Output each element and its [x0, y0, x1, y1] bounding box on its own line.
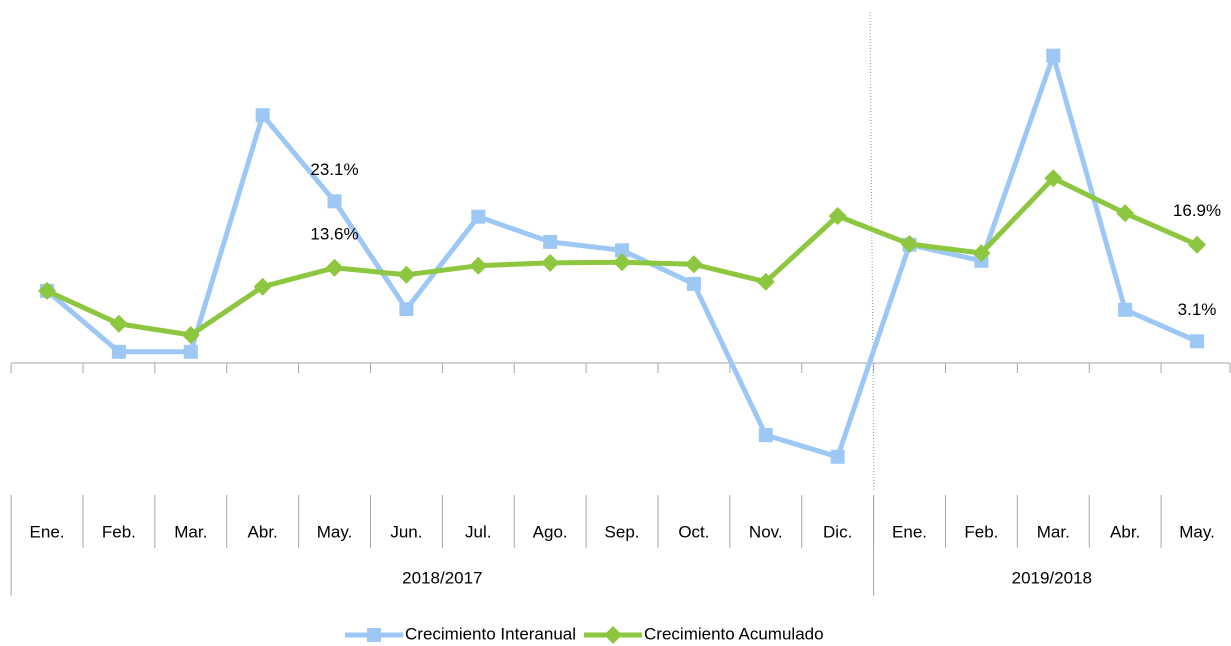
x-tick-label: Abr. — [1110, 522, 1140, 541]
x-tick-label: Oct. — [678, 522, 709, 541]
data-label: 13.6% — [310, 224, 358, 243]
x-tick-label: Jun. — [390, 522, 422, 541]
point — [758, 428, 773, 443]
x-tick-label: May. — [1179, 522, 1215, 541]
point — [111, 344, 126, 359]
point — [543, 234, 558, 249]
point — [615, 243, 630, 258]
point — [255, 108, 270, 123]
legend-label: Crecimiento Acumulado — [644, 624, 824, 643]
point — [109, 314, 128, 333]
point — [469, 256, 488, 275]
point — [613, 253, 632, 272]
point — [1046, 48, 1061, 63]
group-label: 2019/2018 — [1012, 568, 1092, 587]
point — [684, 255, 703, 274]
x-tick-label: Ene. — [892, 522, 927, 541]
point — [756, 272, 775, 291]
group-label: 2018/2017 — [402, 568, 482, 587]
x-tick-label: Sep. — [605, 522, 640, 541]
point — [972, 244, 991, 263]
point — [38, 281, 57, 300]
x-tick-label: Jul. — [465, 522, 491, 541]
x-tick-label: Ago. — [533, 522, 568, 541]
point — [604, 626, 623, 644]
x-tick-label: Dic. — [823, 522, 852, 541]
point — [327, 194, 342, 209]
point — [397, 265, 416, 284]
point — [1116, 204, 1135, 223]
data-label: 3.1% — [1178, 300, 1217, 319]
x-tick-label: May. — [317, 522, 353, 541]
x-tick-label: Feb. — [102, 522, 136, 541]
x-tick-label: Abr. — [248, 522, 278, 541]
point — [1188, 235, 1207, 254]
point — [253, 277, 272, 296]
point — [1044, 169, 1063, 188]
period-separator — [869, 11, 875, 491]
point — [1118, 302, 1133, 317]
x-tick-label: Mar. — [174, 522, 207, 541]
point — [325, 258, 344, 277]
point — [900, 235, 919, 253]
point — [367, 628, 381, 642]
x-tick-label: Ene. — [30, 522, 65, 541]
point — [828, 207, 847, 225]
point — [830, 449, 845, 464]
point — [399, 302, 414, 317]
data-label: 23.1% — [310, 160, 358, 179]
point — [471, 209, 486, 224]
x-tick-label: Mar. — [1037, 522, 1070, 541]
point — [541, 253, 560, 272]
point — [181, 326, 200, 344]
point — [1190, 334, 1205, 349]
x-tick-label: Nov. — [749, 522, 783, 541]
data-label: 16.9% — [1173, 201, 1221, 220]
point — [183, 344, 198, 359]
point — [686, 276, 701, 291]
legend-label: Crecimiento Interanual — [405, 624, 576, 643]
x-tick-label: Feb. — [964, 522, 998, 541]
